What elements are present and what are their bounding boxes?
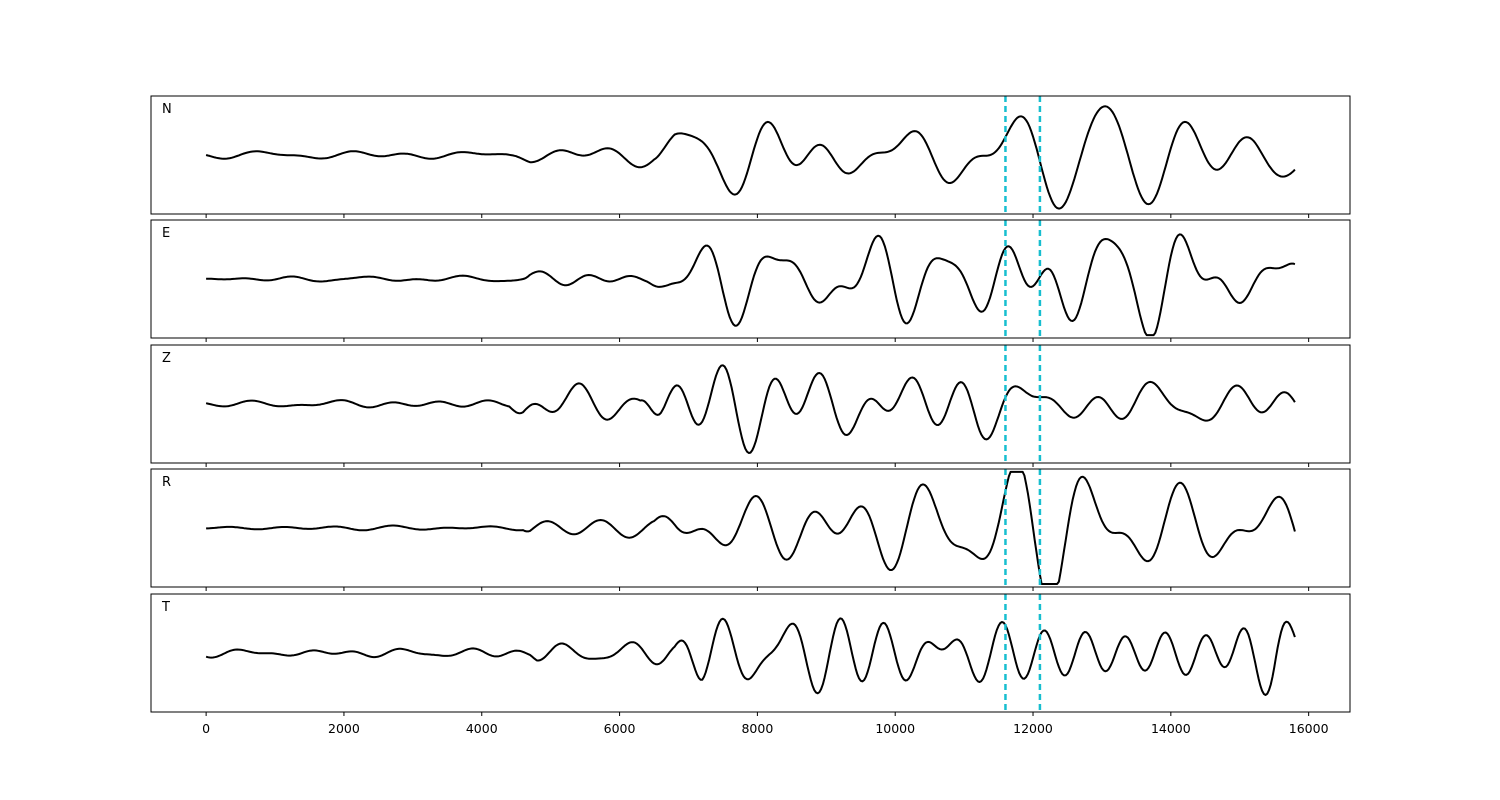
trace-e: [206, 233, 1296, 337]
trace-z: [205, 364, 1296, 454]
x-tick-label: 12000: [1013, 721, 1053, 736]
panel-n: N: [150, 95, 1351, 218]
x-tick-label: 10000: [875, 721, 915, 736]
panel-label: E: [162, 226, 170, 241]
x-tick-label: 14000: [1151, 721, 1191, 736]
trace-t: [205, 617, 1296, 696]
panel-r: R: [150, 468, 1351, 591]
panel-label: T: [161, 600, 170, 615]
panel-t: T: [150, 593, 1351, 716]
x-tick-label: 16000: [1289, 721, 1329, 736]
trace-r: [206, 470, 1296, 585]
x-tick-label: 0: [202, 721, 210, 736]
x-tick-label: 6000: [604, 721, 636, 736]
panel-frame: [150, 593, 1351, 713]
panel-label: Z: [162, 351, 171, 366]
panel-frame: [150, 219, 1351, 339]
x-tick-label: 2000: [328, 721, 360, 736]
panel-label: R: [162, 475, 171, 490]
panel-frame: [150, 344, 1351, 464]
panel-e: E: [150, 219, 1351, 342]
x-tick-label: 4000: [466, 721, 498, 736]
panel-label: N: [162, 102, 172, 117]
panel-z: Z: [150, 344, 1351, 467]
x-tick-label: 8000: [741, 721, 773, 736]
panel-frame: [150, 95, 1351, 215]
trace-n: [205, 105, 1296, 210]
panel-frame: [150, 468, 1351, 588]
